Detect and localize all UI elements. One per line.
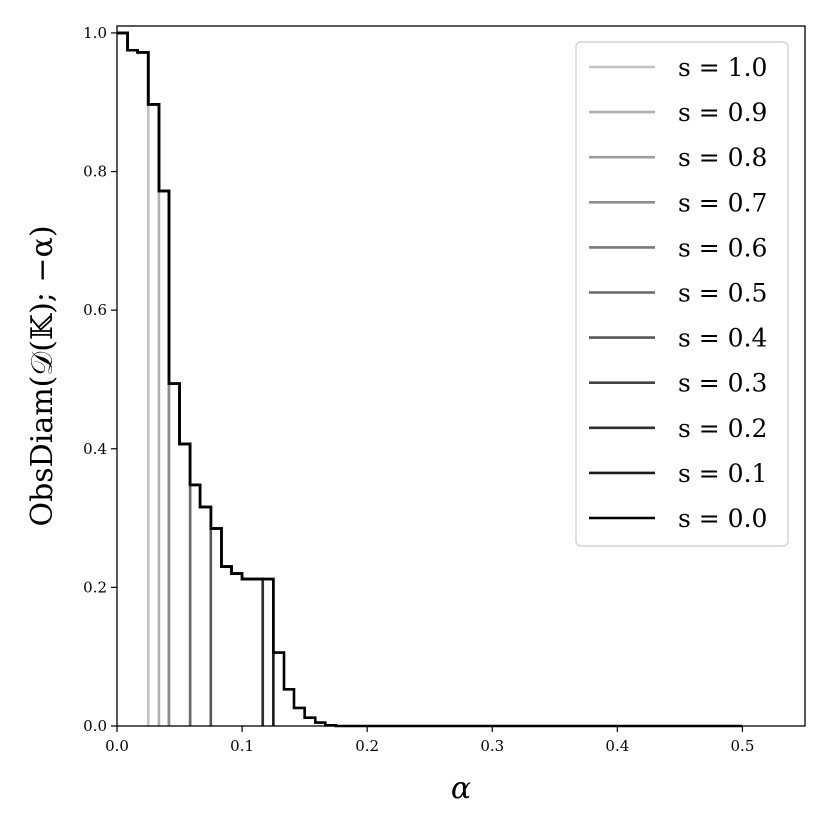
legend-label-10: s = 0.0	[678, 504, 767, 533]
ticks-layer: 0.0 0.1 0.2 0.3 0.4 0.5 0.0 0.2 0.4 0.6 0.8 1.0	[83, 24, 754, 755]
y-tick-label-3: 0.6	[83, 301, 107, 319]
y-tick-label-0: 0.0	[83, 717, 107, 735]
legend-label-0: s = 1.0	[678, 53, 767, 82]
y-tick-label-4: 0.8	[83, 163, 107, 181]
legend-label-3: s = 0.7	[678, 188, 767, 217]
series-line-10	[117, 31, 743, 728]
x-tick-label-3: 0.3	[480, 737, 504, 755]
x-tick-label-0: 0.0	[105, 737, 129, 755]
legend-label-5: s = 0.5	[678, 279, 767, 308]
legend-label-2: s = 0.8	[678, 143, 767, 172]
y-tick-label-5: 1.0	[83, 24, 107, 42]
legend-entries: s = 1.0 s = 0.9 s = 0.8 s = 0.7 s = 0.6 s = 0…	[589, 53, 767, 533]
legend-label-1: s = 0.9	[678, 98, 767, 127]
series-layer	[117, 31, 743, 728]
y-tick-label-1: 0.2	[83, 578, 107, 596]
x-tick-label-5: 0.5	[731, 737, 755, 755]
legend-label-8: s = 0.2	[678, 414, 767, 443]
legend-label-4: s = 0.6	[678, 233, 767, 262]
x-tick-label-4: 0.4	[605, 737, 629, 755]
x-tick-label-2: 0.2	[355, 737, 379, 755]
legend-frame	[575, 41, 789, 547]
x-tick-label-1: 0.1	[230, 737, 254, 755]
legend-label-7: s = 0.3	[678, 369, 767, 398]
x-axis-label: α	[451, 771, 471, 806]
legend: s = 1.0 s = 0.9 s = 0.8 s = 0.7 s = 0.6 s = 0…	[575, 41, 789, 547]
legend-label-6: s = 0.4	[678, 324, 767, 353]
plot-frame	[116, 25, 806, 727]
y-axis-label: ObsDiam(𝒟(𝕂); −α)	[25, 225, 60, 526]
y-tick-label-2: 0.4	[83, 440, 107, 458]
legend-label-9: s = 0.1	[678, 459, 767, 488]
